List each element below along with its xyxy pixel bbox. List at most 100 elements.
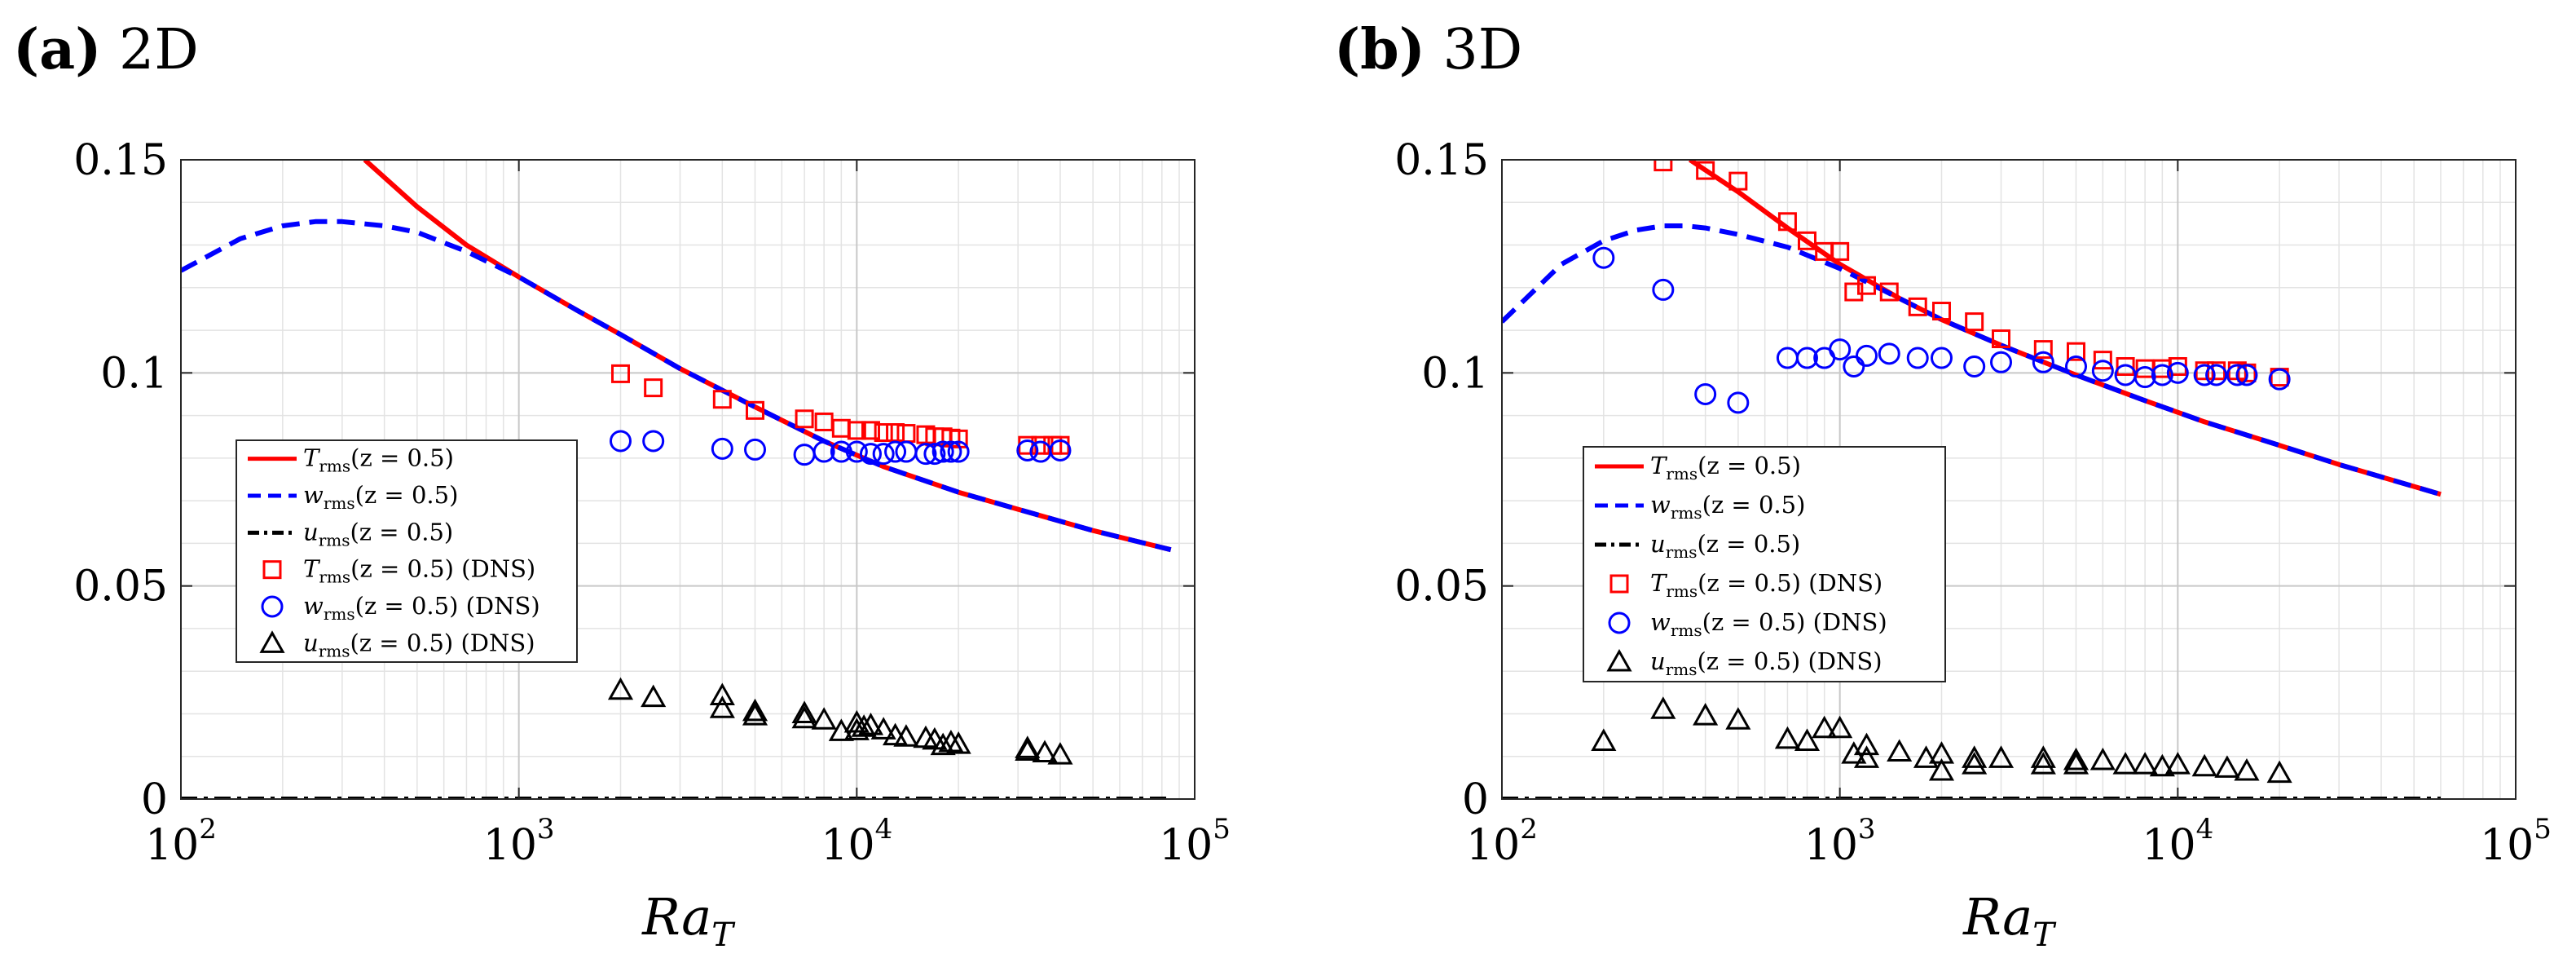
marker-w_dns [1906, 347, 1929, 369]
legend-label-w_model: wrms(z = 0.5) [303, 481, 458, 513]
marker-u_dns [2266, 760, 2292, 784]
legend-swatch-w_dns [1608, 612, 1631, 634]
x-tick-label: 105 [2480, 813, 2552, 870]
marker-T_dns [1844, 282, 1864, 302]
legend: Trms(z = 0.5) wrms(z = 0.5) urms(z = 0.5) T… [236, 439, 578, 663]
marker-u_dns [1015, 735, 1041, 758]
panel-a: 102 103 104 105 0 0.05 0.1 0.15 RaT (a) 2D Trms(z … [13, 17, 1231, 954]
marker-T_dns [861, 421, 880, 440]
marker-u_dns [791, 700, 817, 723]
legend-swatch-u_dns [1606, 648, 1632, 672]
marker-T_dns [1908, 297, 1927, 316]
marker-T_dns [2093, 351, 2112, 370]
marker-T_dns [1965, 312, 1984, 332]
marker-u_dns [2191, 753, 2217, 777]
marker-w_dns [931, 440, 954, 463]
marker-w_dns [1856, 344, 1878, 367]
marker-T_dns [1728, 171, 1748, 191]
legend-swatch-T_dns [262, 560, 282, 580]
marker-w_dns [2268, 368, 2291, 391]
marker-w_dns [1592, 246, 1615, 269]
x-axis-label: RaT [641, 887, 736, 954]
marker-u_dns [2164, 752, 2191, 775]
y-tick-label: 0 [141, 775, 168, 824]
series-group [1502, 160, 2442, 799]
y-tick-label: 0 [1462, 775, 1489, 824]
marker-T_dns [2116, 356, 2135, 376]
marker-w_dns [1652, 278, 1675, 301]
x-tick-label: 102 [1466, 813, 1538, 870]
marker-T_dns [1696, 161, 1715, 180]
marker-u_dns [1650, 696, 1676, 719]
legend-label-u_dns: urms(z = 0.5) (DNS) [303, 629, 535, 660]
marker-T_dns [712, 390, 732, 409]
marker-u_dns [2149, 753, 2175, 777]
marker-u_dns [2234, 757, 2260, 781]
panel-title: (b) 3D [1334, 17, 1522, 82]
marker-T_dns [644, 378, 663, 398]
marker-u_dns [2089, 747, 2116, 771]
marker-w_dns [2205, 364, 2228, 386]
marker-T_dns [874, 423, 893, 443]
panel-b: 102 103 104 105 0 0.05 0.1 0.15 RaT (b) 3D Trms(z … [1334, 17, 2552, 954]
marker-w_dns [642, 430, 665, 453]
marker-u_dns [1853, 732, 1880, 756]
marker-u_dns [641, 684, 667, 708]
marker-u_dns [893, 724, 919, 747]
marker-w_dns [711, 437, 733, 460]
y-tick-label: 0.1 [1421, 349, 1489, 398]
marker-w_dns [2133, 366, 2156, 389]
x-axis-label: RaT [1962, 887, 2057, 954]
marker-w_dns [940, 440, 962, 463]
marker-w_dns [1795, 347, 1818, 369]
panel-title: (a) 2D [13, 17, 199, 82]
y-tick-label: 0.05 [1394, 563, 1489, 612]
axes-box [1501, 159, 2517, 800]
marker-w_dns [1843, 355, 1865, 378]
marker-T_dns [746, 400, 765, 420]
marker-u_dns [2030, 745, 2056, 768]
marker-u_dns [607, 677, 634, 700]
marker-u_dns [811, 707, 837, 730]
legend-label-T_model: Trms(z = 0.5) [1650, 452, 1801, 484]
marker-w_dns [1727, 391, 1750, 414]
marker-w_dns [1930, 347, 1953, 369]
marker-u_dns [1853, 745, 1880, 768]
marker-u_dns [938, 729, 964, 753]
marker-w_dns [1990, 351, 2013, 373]
marker-w_dns [744, 438, 767, 461]
marker-w_dns [1878, 342, 1900, 365]
marker-u_dns [857, 713, 884, 735]
x-tick-label: 104 [2142, 813, 2213, 870]
marker-u_dns [2030, 752, 2056, 775]
marker-T_dns [795, 409, 814, 429]
legend-label-T_model: Trms(z = 0.5) [303, 444, 454, 476]
marker-u_dns [1988, 745, 2015, 768]
marker-T_dns [1797, 231, 1816, 250]
marker-u_dns [1015, 738, 1041, 761]
marker-u_dns [1887, 739, 1913, 762]
marker-w_dns [2226, 364, 2248, 386]
x-tick-label: 105 [1159, 813, 1231, 870]
marker-T_dns [610, 364, 630, 383]
legend-label-T_dns: Trms(z = 0.5) (DNS) [303, 555, 535, 587]
marker-u_dns [851, 714, 877, 737]
marker-u_dns [2112, 752, 2138, 775]
axes-box [180, 159, 1196, 800]
legend-swatch-u_dns [259, 630, 285, 653]
marker-w_dns [2166, 361, 2189, 384]
y-tick-label: 0.15 [1394, 136, 1489, 185]
marker-u_dns [1693, 703, 1719, 726]
series-group [181, 160, 1172, 799]
marker-u_dns [1962, 752, 1988, 775]
x-tick-label: 103 [483, 813, 555, 870]
marker-u_dns [1962, 745, 1988, 768]
legend: Trms(z = 0.5) wrms(z = 0.5) urms(z = 0.5) T… [1583, 446, 1946, 682]
marker-w_dns [609, 430, 632, 453]
marker-u_dns [742, 703, 768, 726]
marker-u_dns [791, 705, 817, 729]
marker-T_dns [847, 421, 866, 440]
marker-T_dns [1653, 160, 1673, 172]
series-line-w_model [181, 219, 1172, 553]
marker-u_dns [709, 682, 735, 706]
